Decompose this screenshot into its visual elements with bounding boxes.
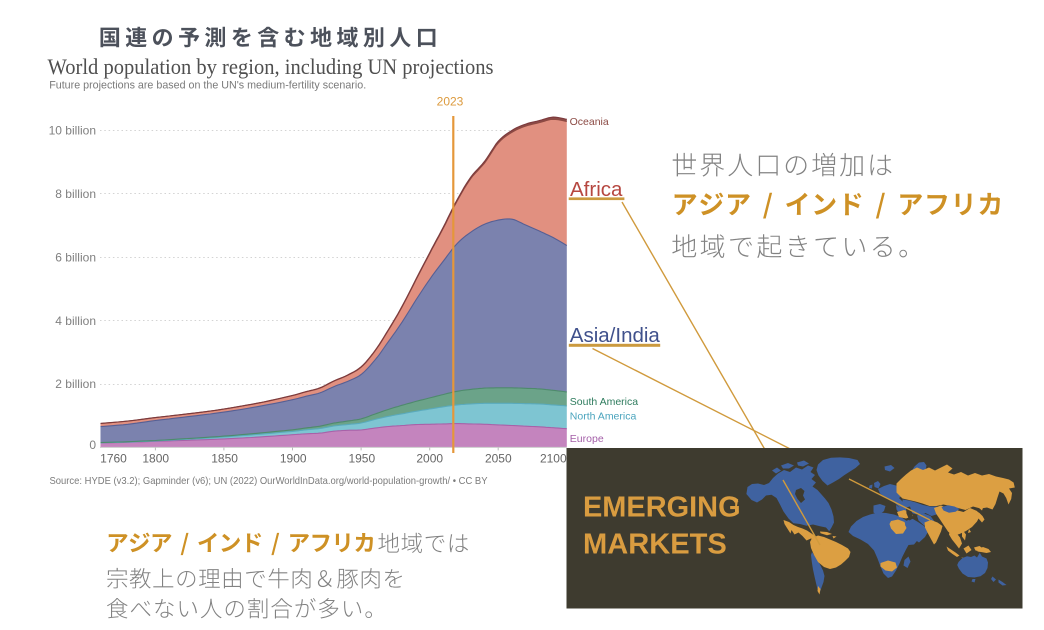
svg-text:Asia/India: Asia/India <box>570 324 661 347</box>
svg-text:1850: 1850 <box>211 452 238 466</box>
svg-text:2 billion: 2 billion <box>55 377 96 391</box>
svg-text:Oceania: Oceania <box>570 116 609 128</box>
svg-text:10 billion: 10 billion <box>49 124 96 138</box>
svg-text:4 billion: 4 billion <box>55 314 96 328</box>
svg-text:2100: 2100 <box>540 452 567 466</box>
svg-text:6 billion: 6 billion <box>55 250 96 264</box>
svg-text:1900: 1900 <box>280 452 307 466</box>
svg-text:EMERGING: EMERGING <box>583 492 741 524</box>
svg-text:North America: North America <box>570 411 637 423</box>
svg-text:8 billion: 8 billion <box>55 187 96 201</box>
svg-text:Africa: Africa <box>570 178 623 201</box>
svg-text:MARKETS: MARKETS <box>583 529 727 561</box>
svg-text:2000: 2000 <box>416 452 443 466</box>
svg-text:1800: 1800 <box>142 452 169 466</box>
svg-text:0: 0 <box>89 438 96 452</box>
svg-text:1760: 1760 <box>100 452 127 466</box>
svg-text:World population by region, in: World population by region, including UN… <box>48 54 494 79</box>
svg-text:2050: 2050 <box>485 452 512 466</box>
svg-text:2023: 2023 <box>437 95 464 109</box>
svg-text:Future projections are based o: Future projections are based on the UN's… <box>49 80 366 92</box>
svg-text:Source: HYDE (v3.2); Gapminder: Source: HYDE (v3.2); Gapminder (v6); UN … <box>50 475 488 487</box>
svg-text:1950: 1950 <box>348 452 375 466</box>
svg-text:Europe: Europe <box>570 433 604 445</box>
svg-text:South America: South America <box>570 396 638 408</box>
